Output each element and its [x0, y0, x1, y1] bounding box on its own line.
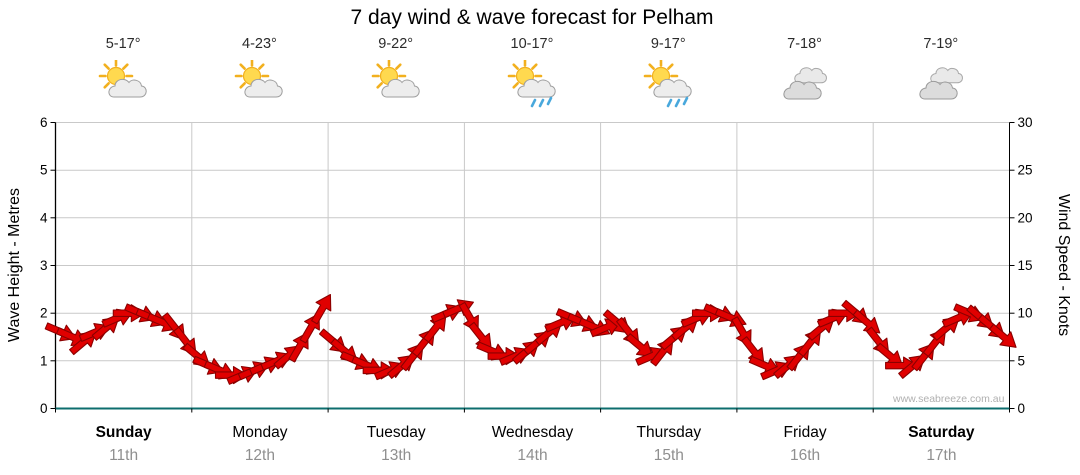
wind-arrow — [423, 314, 447, 343]
svg-text:4: 4 — [40, 210, 48, 225]
weather-icon-cell — [736, 60, 872, 115]
page-title: 7 day wind & wave forecast for Pelham — [350, 6, 714, 29]
day-name: Saturday — [908, 424, 975, 441]
weather-icon-row — [55, 58, 1009, 115]
svg-text:30: 30 — [1018, 115, 1033, 130]
axis-ticks — [50, 122, 1015, 413]
day-temperature: 10-17° — [510, 36, 554, 52]
grid-lines — [55, 122, 1010, 409]
sun-cloud-icon — [98, 58, 147, 98]
day-date: 17th — [926, 447, 956, 464]
weather-icon-cell — [328, 58, 464, 115]
day-date: 12th — [245, 447, 275, 464]
sun-cloud-icon — [235, 58, 284, 98]
svg-text:5: 5 — [1018, 353, 1026, 368]
weather-icon-cell — [600, 58, 736, 115]
svg-text:10: 10 — [1018, 306, 1033, 321]
day-date: 16th — [790, 447, 820, 464]
svg-text:6: 6 — [40, 115, 48, 130]
day-date: 13th — [381, 447, 411, 464]
svg-text:20: 20 — [1018, 210, 1033, 225]
svg-text:0: 0 — [40, 401, 48, 416]
day-date: 15th — [654, 447, 684, 464]
day-temperature: 9-22° — [378, 36, 414, 52]
day-name: Tuesday — [367, 424, 426, 441]
day-temperature: 5-17° — [105, 36, 141, 52]
weather-icon-cell — [191, 58, 327, 115]
svg-text:3: 3 — [40, 258, 48, 273]
sun-cloud-rain-icon — [507, 58, 556, 108]
svg-text:2: 2 — [40, 306, 48, 321]
day-temperature: 4-23° — [242, 36, 277, 52]
day-name: Sunday — [96, 424, 152, 441]
axis-tick-labels: 0 1 2 3 4 5 6 0 5 10 15 20 25 30 — [40, 115, 1033, 416]
watermark: www.seabreeze.com.au — [892, 393, 1005, 405]
day-date: 11th — [109, 447, 138, 464]
svg-text:1: 1 — [40, 353, 48, 368]
day-name: Friday — [784, 424, 827, 441]
weather-icon-cell — [55, 58, 191, 115]
sun-cloud-rain-icon — [643, 58, 692, 108]
weather-icon-cell — [873, 60, 1009, 115]
wind-arrows — [44, 293, 1017, 385]
day-name: Wednesday — [492, 424, 574, 441]
temperature-row: 5-17° 4-23° 9-22° 10-17° 9-17° 7-18° 7-19° — [55, 36, 1009, 52]
wind-arrow — [988, 323, 1017, 348]
day-temperature: 9-17° — [650, 36, 686, 52]
wind-arrow — [311, 293, 332, 325]
svg-text:0: 0 — [1018, 401, 1026, 416]
day-name: Monday — [232, 424, 287, 441]
cloudy-icon — [919, 67, 963, 100]
day-name: Thursday — [636, 424, 701, 441]
day-temperature: 7-18° — [787, 36, 822, 52]
weather-icon-cell — [464, 58, 600, 115]
sun-cloud-icon — [371, 58, 420, 98]
day-date: 14th — [517, 447, 547, 464]
svg-text:5: 5 — [40, 163, 48, 178]
cloudy-icon — [782, 67, 827, 100]
svg-text:25: 25 — [1018, 163, 1033, 178]
svg-text:15: 15 — [1018, 258, 1033, 273]
day-temperature: 7-19° — [923, 36, 959, 52]
day-labels: Sunday 11th Monday 12th Tuesday 13th Wednesday… — [96, 424, 975, 464]
